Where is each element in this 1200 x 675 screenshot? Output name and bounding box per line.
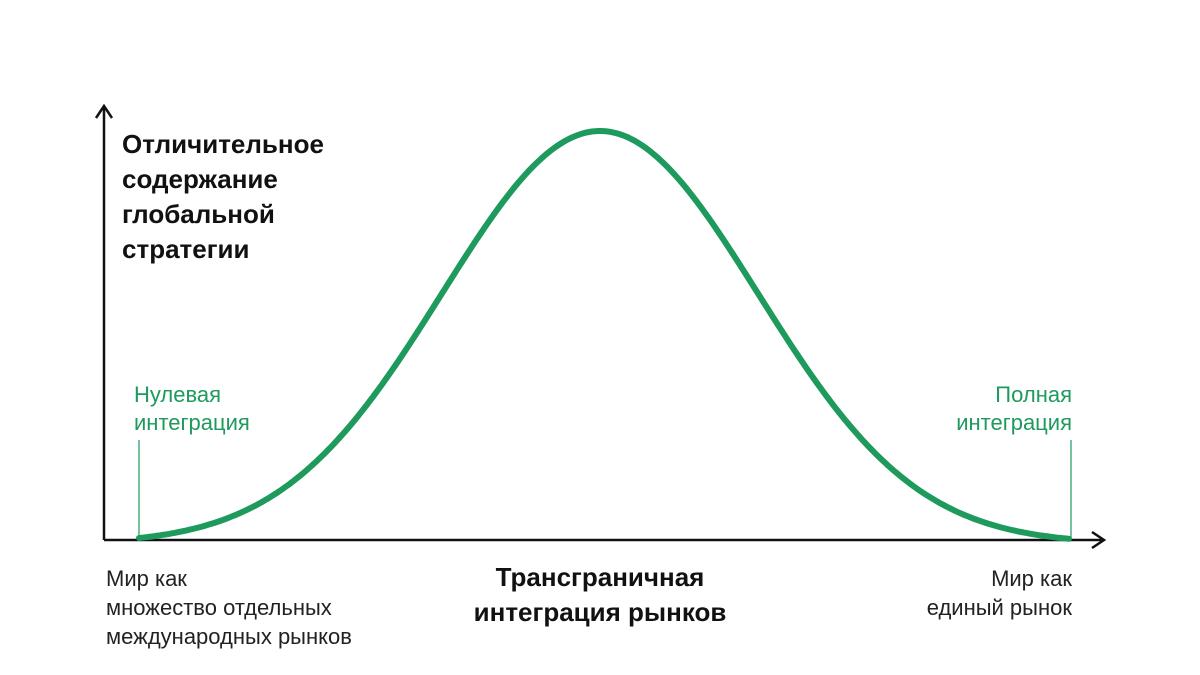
x-axis-label: Трансграничная интеграция рынков [430,560,770,630]
right-caption: Мир как единый рынок [927,564,1072,622]
left-marker-label: Нулевая интеграция [134,381,250,437]
right-marker-label-line: Полная [995,382,1072,407]
left-caption-line: Мир как [106,566,187,591]
y-axis-label: Отличительное содержание глобальной стра… [122,127,324,267]
left-marker-label-line: интеграция [134,410,250,435]
bell-curve [136,128,1072,542]
y-axis-label-line: содержание [122,164,278,194]
left-caption-line: международных рынков [106,624,352,649]
left-marker-label-line: Нулевая [134,382,222,407]
right-caption-line: единый рынок [926,595,1072,620]
right-marker-label-line: интеграция [956,410,1072,435]
left-caption: Мир как множество отдельных международны… [106,564,352,651]
right-caption-line: Мир как [991,566,1072,591]
y-axis-label-line: глобальной [122,199,275,229]
right-marker-label: Полная интеграция [956,381,1072,437]
y-axis-arrow-icon [94,103,114,119]
y-axis-label-line: Отличительное [122,129,324,159]
x-axis-label-line: Трансграничная [495,562,705,592]
x-axis-arrow-icon [1091,530,1107,550]
y-axis-label-line: стратегии [122,234,250,264]
x-axis-label-line: интеграция рынков [473,597,727,627]
left-caption-line: множество отдельных [106,595,332,620]
